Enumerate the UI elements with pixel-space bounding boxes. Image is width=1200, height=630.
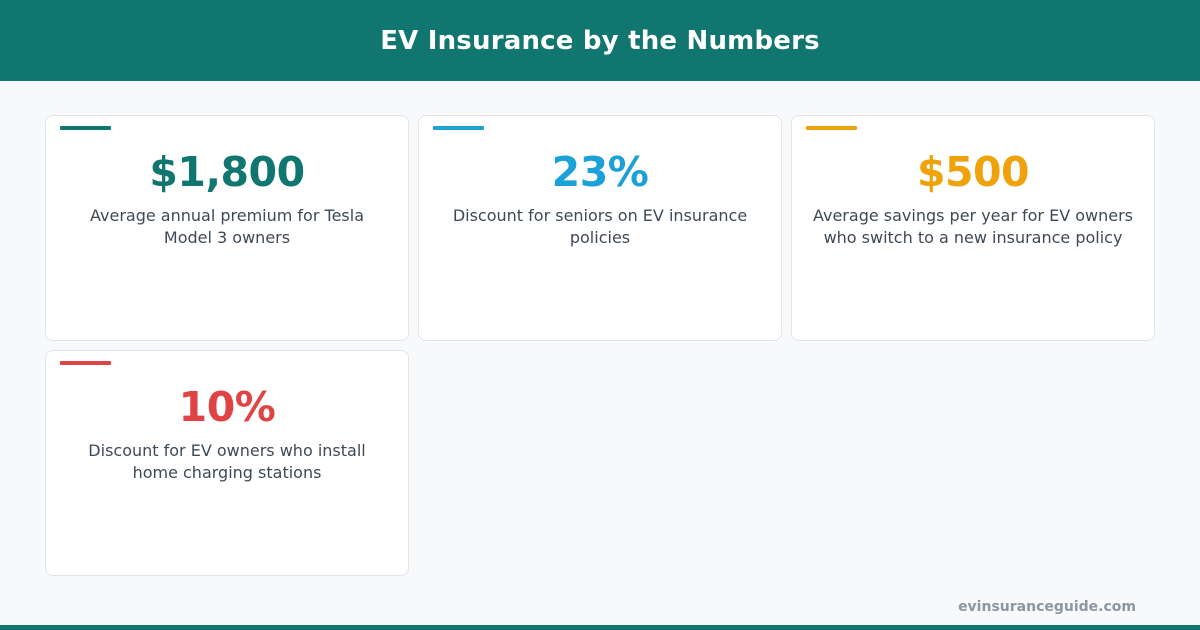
stat-value: 23% [551, 148, 649, 196]
stat-value: $500 [916, 148, 1030, 196]
stat-card-home-charging-discount: 10% Discount for EV owners who install h… [45, 350, 409, 576]
stat-card-senior-discount: 23% Discount for seniors on EV insurance… [418, 115, 782, 341]
card-accent-bar [60, 126, 111, 130]
stat-value: 10% [178, 383, 276, 431]
card-accent-bar [60, 361, 111, 365]
header-banner: EV Insurance by the Numbers [0, 0, 1200, 81]
footer-website-link[interactable]: evinsuranceguide.com [958, 599, 1136, 615]
stat-description: Discount for EV owners who install home … [88, 441, 366, 482]
stat-description: Discount for seniors on EV insurance pol… [452, 206, 748, 247]
stat-description: Average annual premium for Tesla Model 3… [90, 206, 364, 247]
stat-card-tesla-premium: $1,800 Average annual premium for Tesla … [45, 115, 409, 341]
page-title: EV Insurance by the Numbers [380, 25, 820, 56]
card-accent-bar [806, 126, 857, 130]
stat-card-switch-savings: $500 Average savings per year for EV own… [791, 115, 1155, 341]
bottom-accent-bar [0, 625, 1200, 630]
stat-description: Average savings per year for EV owners w… [812, 206, 1133, 247]
card-accent-bar [433, 126, 484, 130]
stat-value: $1,800 [149, 148, 305, 196]
